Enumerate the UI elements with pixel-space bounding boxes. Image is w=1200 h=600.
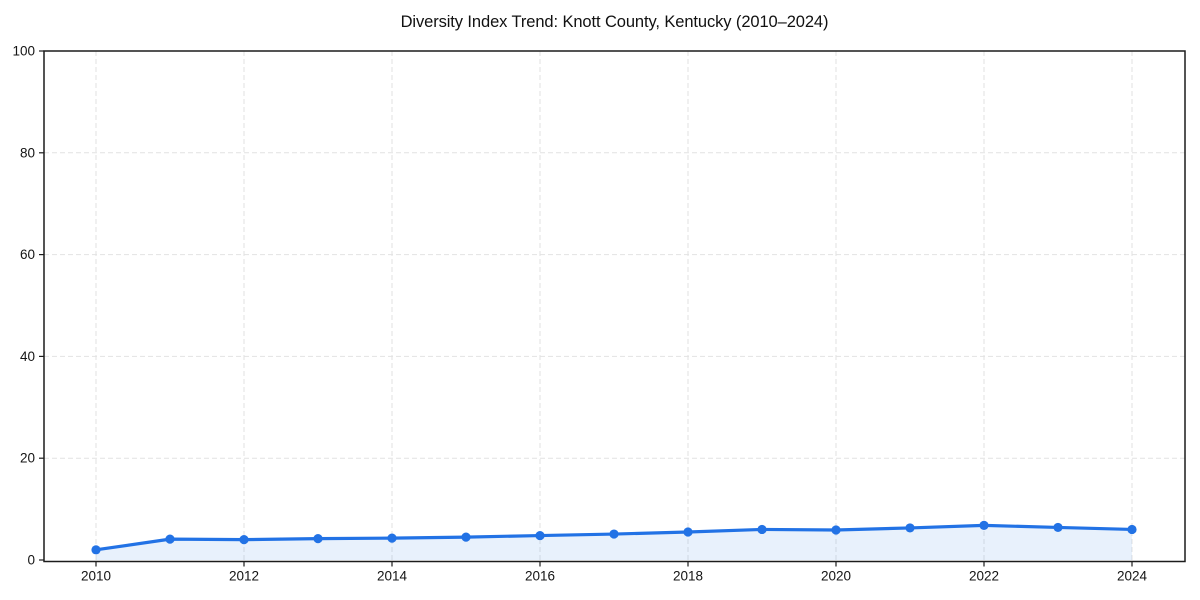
data-point-2018 (683, 527, 693, 537)
data-point-2022 (979, 520, 989, 530)
y-tick-label-0: 0 (27, 553, 35, 568)
data-point-2010 (91, 545, 101, 555)
chart-title: Diversity Index Trend: Knott County, Ken… (400, 13, 829, 31)
data-point-2021 (905, 523, 915, 533)
data-point-2012 (239, 535, 249, 545)
x-tick-label-2020: 2020 (821, 569, 851, 584)
y-tick-label-40: 40 (20, 349, 35, 364)
plot-border (43, 50, 1186, 563)
y-tick-label-60: 60 (20, 247, 35, 262)
data-point-2019 (757, 524, 767, 535)
x-tick-label-2016: 2016 (525, 569, 555, 584)
y-tick-label-20: 20 (20, 451, 35, 466)
data-point-2014 (387, 533, 397, 543)
data-point-2013 (313, 534, 323, 544)
x-tick-label-2024: 2024 (1117, 569, 1148, 584)
data-point-2020 (831, 525, 841, 535)
y-tick-label-100: 100 (12, 44, 35, 59)
x-tick-label-2022: 2022 (969, 569, 999, 584)
x-tick-label-2012: 2012 (229, 569, 259, 584)
data-point-2016 (535, 530, 545, 541)
x-tick-label-2010: 2010 (81, 569, 111, 584)
data-point-2017 (609, 529, 619, 539)
x-tick-label-2014: 2014 (377, 569, 408, 584)
area-fill (96, 525, 1132, 560)
data-point-2024 (1127, 524, 1137, 535)
data-point-2015 (461, 532, 471, 542)
data-point-2011 (165, 534, 175, 544)
x-tick-label-2018: 2018 (673, 569, 703, 584)
data-point-2023 (1053, 522, 1063, 533)
y-tick-label-80: 80 (20, 145, 35, 160)
